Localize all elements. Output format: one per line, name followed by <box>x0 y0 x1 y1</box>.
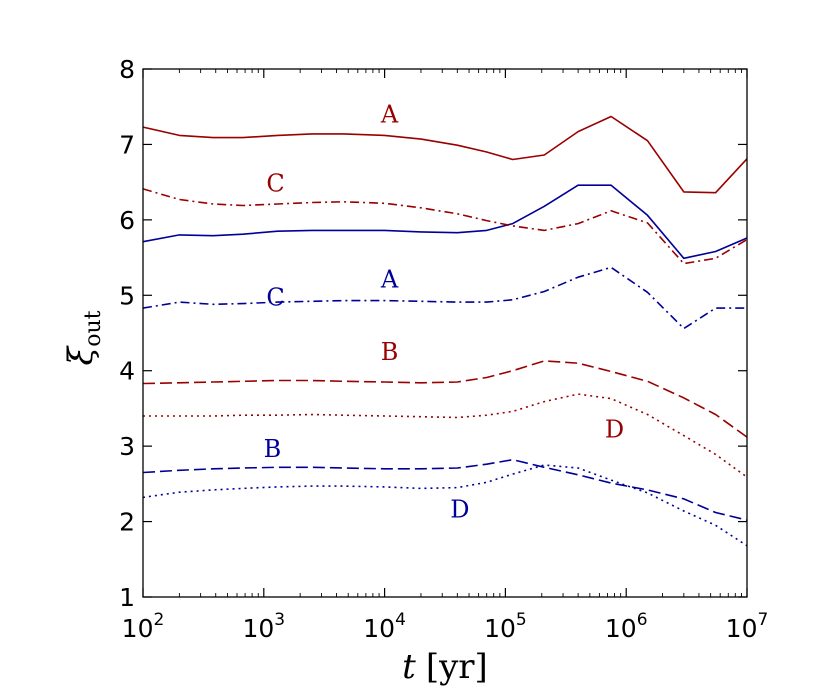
x-axis-title: t [yr] <box>402 647 488 687</box>
y-tick-label: 8 <box>119 55 135 84</box>
series-layer <box>142 115 748 547</box>
y-tick-label: 4 <box>119 357 135 386</box>
y-axis-title: ξout <box>61 310 106 365</box>
series-line-b-blue <box>142 458 748 521</box>
x-tick-label: 106 <box>605 610 648 643</box>
x-tick-label: 103 <box>242 610 285 643</box>
series-line-d-red <box>143 393 748 478</box>
series-annotation-d-blue: D <box>450 496 469 524</box>
y-tick-label: 7 <box>119 130 135 159</box>
x-tick-label: 102 <box>122 610 165 643</box>
series-annotation-c-blue: C <box>266 284 284 312</box>
y-tick-label: 2 <box>119 508 135 537</box>
series-line-c-blue <box>142 266 747 330</box>
y-tick-label: 3 <box>119 432 135 461</box>
series-annotation-b-red: B <box>381 338 399 366</box>
y-tick-label: 6 <box>119 206 135 235</box>
annotation-layer: A C A C B D B D <box>264 100 624 523</box>
series-annotation-c-red: C <box>266 170 284 198</box>
tick-layer: 102 103 104 105 106 107 1 2 3 4 5 6 7 8 <box>119 55 768 643</box>
series-annotation-a-blue: A <box>380 266 399 294</box>
series-annotation-b-blue: B <box>264 435 282 463</box>
y-tick-label: 1 <box>119 583 135 612</box>
x-tick-label: 105 <box>484 610 527 643</box>
x-tick-label: 107 <box>726 610 769 643</box>
series-line-a-red <box>142 115 748 194</box>
series-line-b-red <box>142 360 748 438</box>
plot-frame <box>142 68 748 598</box>
series-line-a-blue <box>142 184 748 260</box>
y-tick-label: 5 <box>119 281 135 310</box>
series-annotation-d-red: D <box>605 416 624 444</box>
series-annotation-a-red: A <box>380 100 399 128</box>
series-line-c-red <box>142 188 748 265</box>
x-tick-label: 104 <box>363 610 406 643</box>
